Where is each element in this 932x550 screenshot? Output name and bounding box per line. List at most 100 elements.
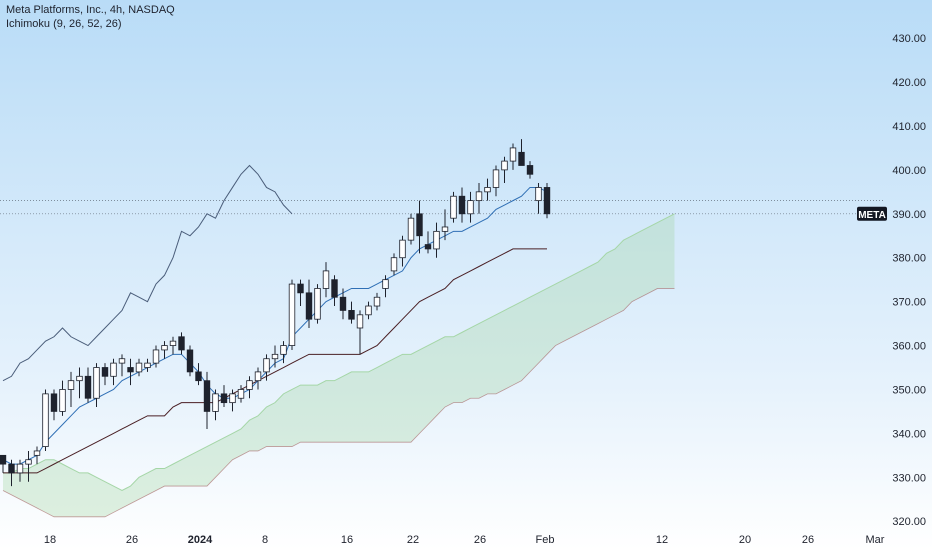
y-tick-label: 330.00 — [892, 472, 926, 484]
price-axis[interactable]: 320.00 330.00 340.00 350.00 360.00 370.00 380.… — [892, 33, 926, 528]
candle — [433, 222, 440, 258]
candle — [246, 376, 253, 399]
x-tick-label: 16 — [341, 534, 353, 546]
candle-body — [118, 358, 126, 364]
candle-body — [416, 213, 423, 237]
senkou-span-a-line — [3, 213, 675, 492]
x-tick-label: 2024 — [188, 534, 213, 546]
candle-body — [382, 279, 389, 289]
candles[interactable] — [0, 139, 551, 487]
candle — [390, 253, 398, 276]
candle-body — [76, 375, 83, 382]
cloud-fill — [3, 213, 675, 517]
indicator-legend[interactable]: Ichimoku (9, 26, 52, 26) — [6, 18, 122, 30]
candle — [152, 345, 160, 368]
x-tick-label: 8 — [262, 534, 268, 546]
candle — [526, 161, 534, 179]
candle-body — [195, 371, 202, 382]
y-tick-label: 360.00 — [892, 341, 926, 353]
candle-body — [144, 362, 151, 368]
candle-body — [365, 305, 372, 316]
candle-body — [178, 336, 185, 351]
candle-body — [161, 345, 168, 351]
candle — [314, 284, 321, 324]
candle-body — [0, 454, 7, 465]
candle-body — [237, 389, 245, 399]
candle-body — [543, 187, 551, 215]
candle-body — [254, 371, 262, 382]
y-tick-label: 340.00 — [892, 428, 926, 440]
candle-body — [280, 345, 287, 355]
candle — [59, 380, 66, 416]
candle — [237, 385, 245, 403]
candle-body — [314, 288, 321, 320]
candle — [280, 341, 287, 364]
candle — [356, 310, 364, 355]
candle-body — [288, 283, 296, 346]
price-tag-label: META — [858, 210, 886, 221]
candle-body — [458, 195, 466, 215]
candle — [67, 371, 75, 408]
candle-body — [203, 380, 211, 412]
candle-body — [348, 310, 355, 320]
candle-body — [467, 200, 474, 215]
x-tick-label: Feb — [536, 534, 555, 546]
candle-body — [246, 380, 253, 390]
candle — [373, 292, 381, 311]
candle — [322, 262, 330, 298]
candle — [101, 363, 109, 386]
ichimoku-cloud — [2, 213, 675, 518]
candle — [144, 358, 151, 372]
candle-body — [101, 367, 109, 377]
candle-body — [135, 362, 143, 373]
candle — [118, 354, 126, 377]
candle — [518, 139, 525, 166]
candle — [0, 454, 7, 473]
y-tick-label: 320.00 — [892, 516, 926, 528]
candle — [416, 200, 423, 254]
candle-body — [433, 230, 440, 250]
candle — [509, 143, 517, 170]
candle-body — [526, 165, 534, 175]
y-tick-label: 380.00 — [892, 253, 926, 265]
candle — [212, 389, 219, 421]
candle — [467, 191, 474, 223]
candle — [76, 367, 83, 399]
x-tick-label: 22 — [407, 534, 419, 546]
candle — [50, 389, 58, 421]
candle — [93, 363, 100, 408]
candle-body — [475, 191, 483, 202]
candle — [84, 367, 92, 403]
candle — [458, 187, 466, 223]
candle-body — [535, 187, 542, 202]
candle-body — [484, 187, 491, 193]
candle — [263, 354, 270, 381]
candle — [203, 371, 211, 429]
candle — [484, 178, 491, 201]
candle — [229, 389, 236, 412]
candle — [186, 345, 194, 377]
candle-body — [50, 393, 58, 412]
x-tick-label: 20 — [739, 534, 751, 546]
candle-body — [229, 393, 236, 404]
candle — [110, 358, 117, 386]
candle — [492, 165, 500, 197]
time-axis[interactable]: 18 26 2024 8 16 22 26 Feb 12 20 26 Mar — [44, 534, 885, 546]
candle — [501, 156, 508, 184]
x-tick-label: 26 — [802, 534, 814, 546]
candle — [441, 209, 449, 241]
candle-body — [492, 169, 500, 188]
lagging-span-line — [2, 164, 293, 382]
candle-body — [263, 358, 270, 373]
candle — [450, 191, 457, 223]
candle-body — [271, 353, 279, 360]
candle-body — [25, 459, 32, 465]
candle — [220, 385, 228, 408]
candle — [127, 358, 134, 386]
candle-body — [33, 450, 41, 456]
candle — [16, 459, 24, 482]
candle — [254, 367, 262, 390]
candle-body — [297, 283, 304, 294]
